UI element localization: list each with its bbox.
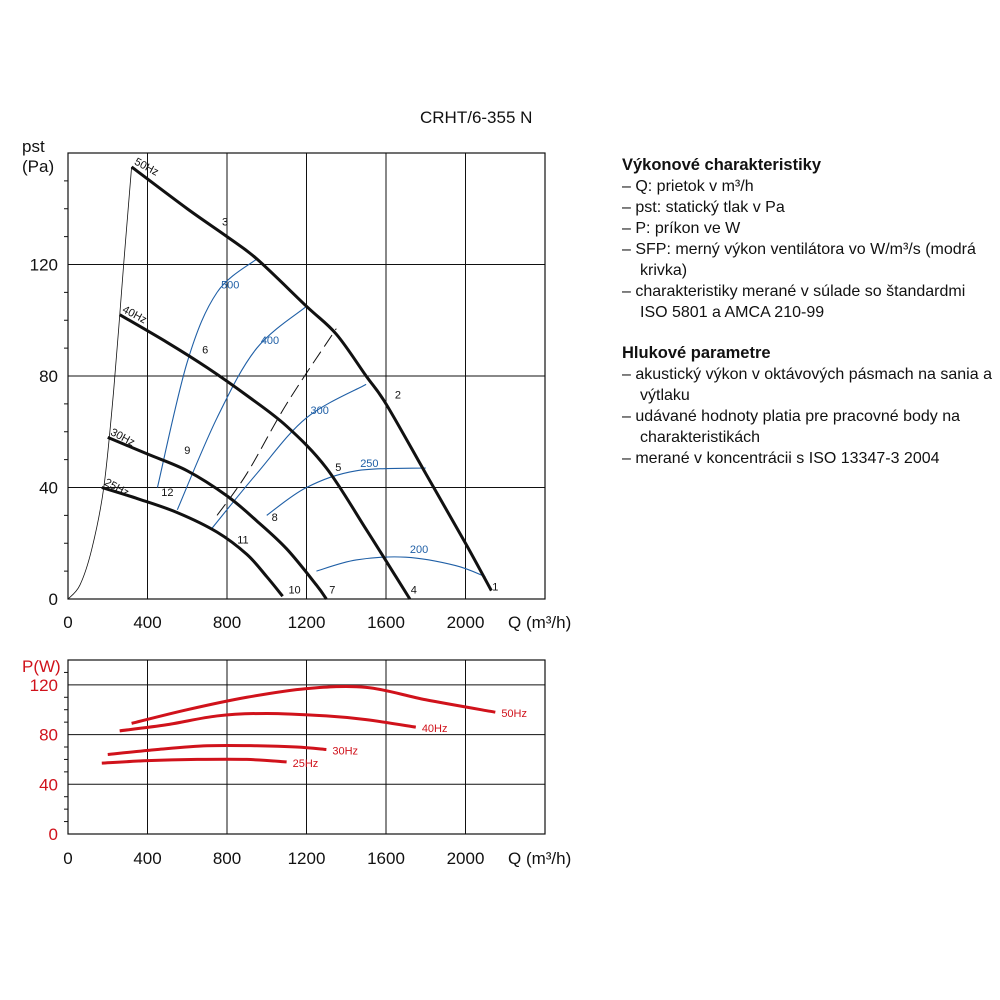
series-label: 50Hz [501,708,527,720]
power-series: 50Hz 40Hz 30Hz 25Hz [101,684,527,770]
operating-point-label: 6 [202,345,208,357]
operating-point-label: 4 [411,584,417,596]
y-tick-label: 80 [39,367,58,386]
operating-point-label: 9 [184,445,190,457]
performance-list-item: – P: príkon ve W [622,220,741,237]
sfp-label: 200 [410,544,428,556]
series-label: 25Hz [293,758,319,770]
x-tick-label: 1200 [288,613,326,632]
sfp-curve-500 [156,258,258,488]
x-tick-label: 1600 [367,849,405,868]
sfp-label: 500 [221,279,239,291]
series-label: 50Hz [132,156,160,179]
y-tick-label: 40 [39,479,58,498]
operating-point-label: 1 [492,582,498,594]
noise-heading: Hlukové parametre [622,344,771,362]
y-tick-label: 120 [30,256,58,275]
series-label: 30Hz [332,745,358,757]
y-tick-label: 120 [30,676,58,695]
performance-list-item: – pst: statický tlak v Pa [622,199,785,216]
operating-point-label: 7 [329,584,335,596]
sfp-curve-250 [266,467,426,516]
noise-list: – akustický výkon v oktávových pásmach n… [622,364,992,469]
sfp-curve-400 [176,305,307,511]
performance-list-item: – Q: prietok v m³/h [622,178,754,195]
performance-list-item: – charakteristiky merané v súlade so šta… [622,283,966,321]
fan-curve-25Hz [101,486,284,598]
operating-point-label: 12 [161,487,173,499]
power-curve-30Hz [107,743,327,756]
fan-curve-50Hz [130,165,493,592]
operating-point-label: 3 [222,216,228,228]
x-tick-label: 1200 [288,849,326,868]
sfp-curve-200 [316,556,486,578]
pressure-axis-label: pst [22,137,45,156]
y-tick-label: 0 [49,825,58,844]
operating-point-label: 5 [335,462,341,474]
flow-axis-label-main: Q (m³/h) [508,613,571,632]
x-tick-label: 400 [133,613,161,632]
x-tick-label: 400 [133,849,161,868]
sfp-label: 250 [360,458,378,470]
performance-list-item: – SFP: merný výkon ventilátora vo W/m³/s… [622,241,976,279]
y-tick-label: 80 [39,726,58,745]
pressure-plot-ticks: 0 400 800 1200 1600 2000 0 40 80 120 [30,256,485,633]
x-tick-label: 1600 [367,613,405,632]
system-curve [216,328,337,516]
pressure-plot-frame [67,152,546,600]
stall-limit-curve [67,166,132,600]
chart-title: CRHT/6-355 N [420,108,533,127]
y-tick-label: 40 [39,775,58,794]
power-plot-frame [67,659,546,835]
power-axis-label: P(W) [22,657,61,676]
y-tick-label: 0 [49,590,58,609]
x-tick-label: 800 [213,613,241,632]
noise-list-item: – merané v koncentrácii s ISO 13347-3 20… [622,450,940,467]
series-label: 30Hz [108,426,136,449]
operating-point-label: 11 [237,534,248,546]
x-tick-label: 0 [63,613,72,632]
chart-description: Výkonové charakteristiky – Q: prietok v … [622,155,992,469]
power-curve-25Hz [101,757,287,765]
performance-heading: Výkonové charakteristiky [622,156,822,174]
pressure-axis-unit: (Pa) [22,157,54,176]
operating-point-label: 10 [288,584,300,596]
power-curve-50Hz [131,684,496,725]
performance-list: – Q: prietok v m³/h – pst: statický tlak … [622,176,992,323]
series-label: 40Hz [422,723,448,735]
noise-list-item: – akustický výkon v oktávových pásmach n… [622,366,992,404]
x-tick-label: 0 [63,849,72,868]
sfp-curves: 500 400 300 250 200 [156,258,486,578]
fan-curve-40Hz [118,313,412,600]
flow-axis-label-power: Q (m³/h) [508,849,571,868]
sfp-label: 300 [311,405,329,417]
operating-point-label: 8 [272,512,278,524]
pressure-plot-grid [64,153,545,599]
operating-point-label: 2 [395,389,401,401]
x-tick-label: 2000 [447,849,485,868]
power-curve-40Hz [119,711,417,733]
x-tick-label: 2000 [447,613,485,632]
series-label: 25Hz [102,477,130,500]
noise-list-item: – udávané hodnoty platia pre pracovné bo… [622,408,961,446]
power-plot-ticks: 0 400 800 1200 1600 2000 0 40 80 120 [30,676,485,868]
sfp-curve-300 [210,383,367,530]
system-curve-line [216,328,337,516]
fan-curve-30Hz [107,435,328,600]
x-tick-label: 800 [213,849,241,868]
sfp-label: 400 [261,335,279,347]
